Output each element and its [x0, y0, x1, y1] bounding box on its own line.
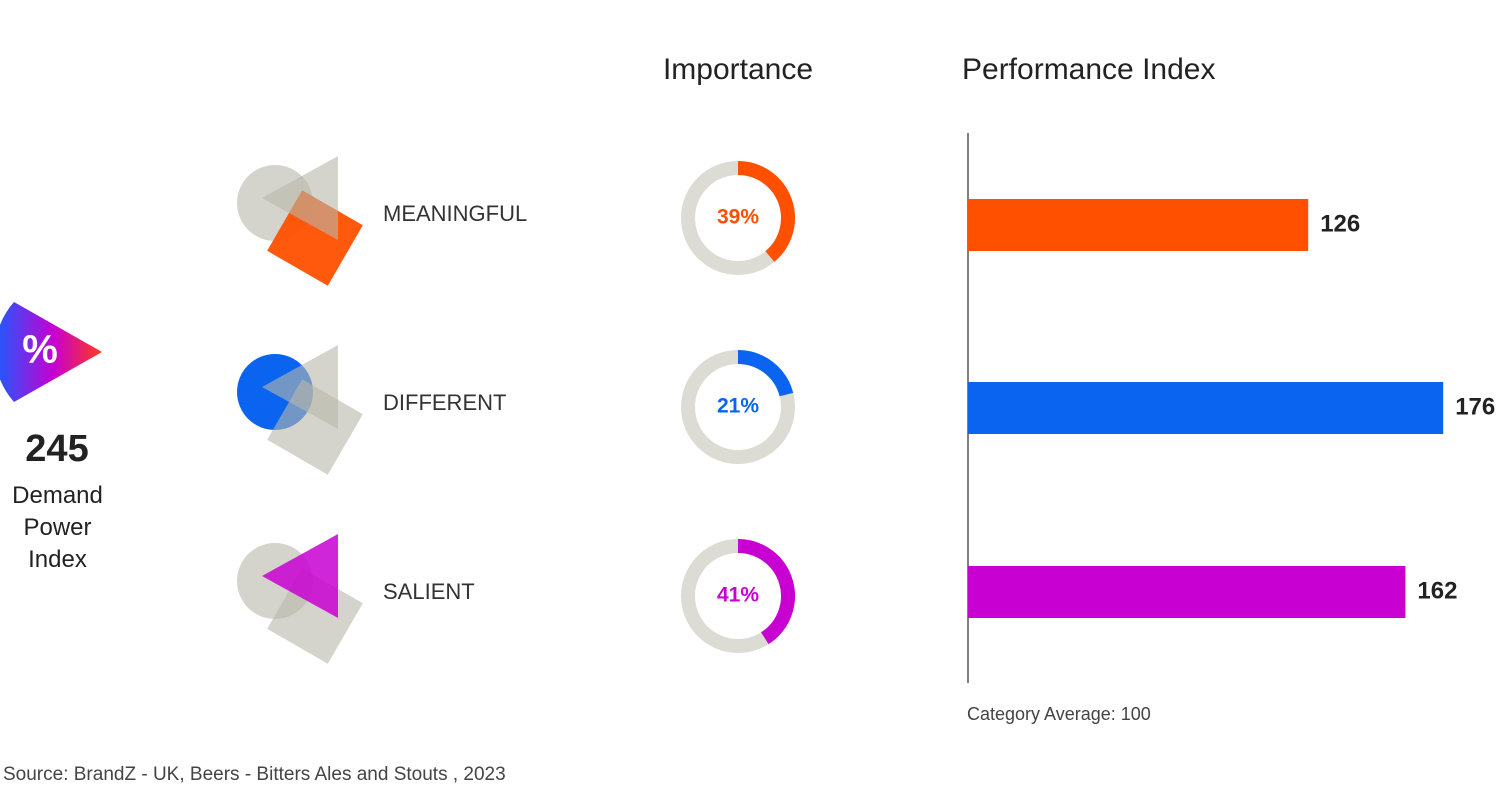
bar-value-label: 126 — [1320, 210, 1360, 237]
icon-triangle — [262, 534, 338, 618]
demand-label: Demand Power Index — [12, 482, 103, 573]
bar — [968, 199, 1309, 251]
pillar-label: DIFFERENT — [383, 390, 506, 415]
bar-value-label: 162 — [1417, 577, 1457, 604]
donut-arc — [737, 161, 795, 262]
donut-label: 41% — [717, 584, 759, 607]
donut-label: 39% — [717, 206, 759, 229]
donut-arc — [737, 350, 794, 397]
bar — [968, 566, 1406, 618]
source: Source: BrandZ - UK, Beers - Bitters Ale… — [3, 764, 506, 785]
bar — [968, 382, 1444, 434]
bar-note: Category Average: 100 — [967, 704, 1151, 724]
pillar-label: MEANINGFUL — [383, 201, 527, 226]
bar-title: Performance Index — [962, 53, 1215, 86]
icon-triangle — [262, 156, 338, 240]
donut-label: 21% — [717, 395, 759, 418]
icon-square — [267, 568, 363, 664]
icon-square — [267, 190, 363, 286]
demand-icon — [0, 302, 102, 402]
demand-value: 245 — [25, 428, 88, 470]
bar-value-label: 176 — [1455, 393, 1495, 420]
demand-icon-symbol: % — [22, 328, 58, 372]
icon-square — [267, 379, 363, 475]
donut-title: Importance — [663, 53, 813, 86]
donut-arc — [737, 539, 795, 645]
icon-triangle — [262, 345, 338, 429]
demand-label-box: Demand Power Index — [12, 482, 103, 573]
pillar-label: SALIENT — [383, 579, 475, 604]
